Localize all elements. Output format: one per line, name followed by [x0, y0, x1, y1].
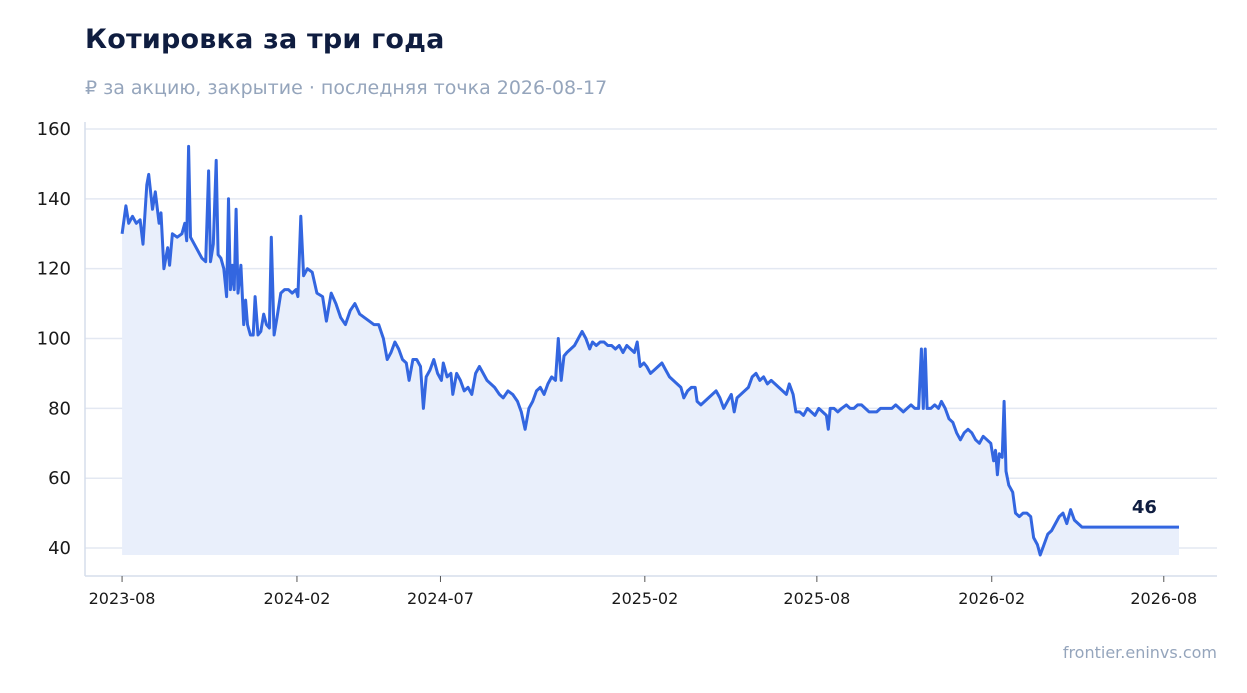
- y-tick-label: 80: [48, 398, 71, 419]
- price-line: [120, 144, 1179, 557]
- y-tick-label: 100: [37, 329, 71, 350]
- x-tick-label: 2025-08: [783, 589, 850, 608]
- x-tick-label: 2026-02: [958, 589, 1025, 608]
- axes: [84, 122, 1217, 577]
- x-tick-label: 2024-07: [407, 589, 474, 608]
- y-tick-label: 160: [37, 119, 71, 140]
- y-tick-label: 60: [48, 468, 71, 489]
- y-tick-label: 120: [37, 259, 71, 280]
- chart-title: Котировка за три года: [85, 24, 445, 55]
- x-axis-ticks: 2023-08 2024-02 2024-07 2025-02 2025-08 2026-…: [89, 576, 1197, 608]
- y-tick-label: 140: [37, 189, 71, 210]
- x-tick-label: 2026-08: [1130, 589, 1197, 608]
- price-area-fill: [122, 146, 1180, 555]
- x-tick-label: 2025-02: [611, 589, 678, 608]
- x-tick-label: 2024-02: [264, 589, 331, 608]
- source-credit: frontier.eninvs.com: [1062, 643, 1217, 662]
- last-value-label: 46: [1132, 497, 1157, 518]
- x-tick-label: 2023-08: [89, 589, 156, 608]
- y-tick-label: 40: [48, 538, 71, 559]
- chart-subtitle: ₽ за акцию, закрытие · последняя точка 2…: [85, 77, 608, 99]
- y-axis-ticks: 40 60 80 100 120 140 160: [37, 119, 71, 559]
